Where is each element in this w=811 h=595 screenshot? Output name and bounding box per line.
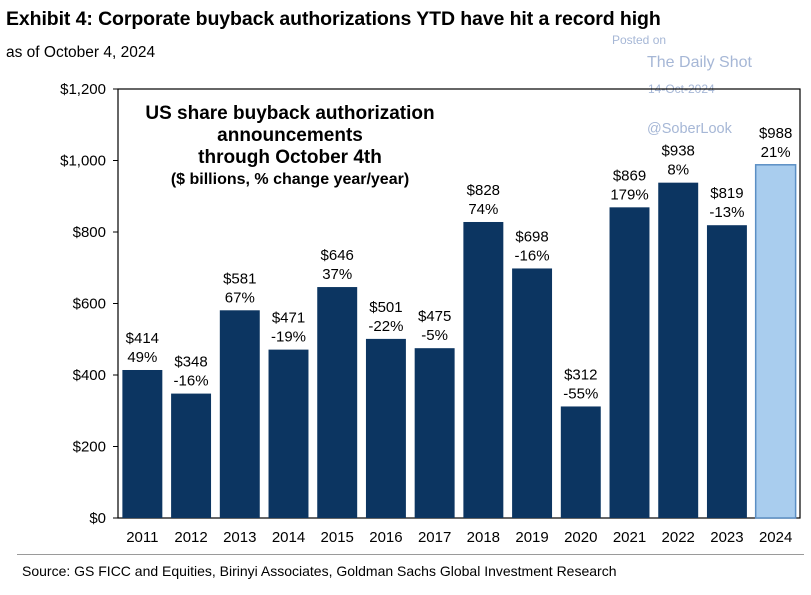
x-tick-label: 2015 — [321, 529, 354, 546]
chart-title-line-2: announcements — [217, 125, 363, 146]
bar-pct-label: -16% — [515, 247, 550, 264]
bar-value-label: $581 — [223, 270, 256, 287]
bar-pct-label: -16% — [174, 373, 209, 390]
bar-pct-label: 49% — [127, 349, 157, 366]
x-tick-label: 2019 — [515, 529, 548, 546]
x-tick-label: 2017 — [418, 529, 451, 546]
bar-value-label: $819 — [710, 185, 743, 202]
x-tick-label: 2011 — [126, 529, 158, 546]
bar — [560, 406, 601, 518]
bar-pct-label: 8% — [667, 162, 689, 179]
y-tick-label: $1,000 — [60, 153, 106, 170]
bar-value-label: $414 — [126, 330, 159, 347]
bar-pct-label: 67% — [225, 289, 255, 306]
bar-pct-label: -55% — [563, 385, 598, 402]
y-tick-label: $400 — [73, 367, 106, 384]
bar-value-label: $869 — [613, 167, 646, 184]
x-tick-label: 2016 — [369, 529, 402, 546]
x-tick-label: 2023 — [710, 529, 743, 546]
x-tick-label: 2012 — [174, 529, 207, 546]
bar-pct-label: -13% — [709, 204, 744, 221]
bar — [609, 207, 650, 518]
bar — [365, 338, 406, 518]
bar-pct-label: 74% — [468, 201, 498, 218]
bar — [414, 348, 455, 518]
chart-units-line: ($ billions, % change year/year) — [170, 171, 410, 188]
x-tick-label: 2013 — [223, 529, 256, 546]
bar-value-label: $938 — [662, 143, 695, 160]
source-note: Source: GS FICC and Equities, Birinyi As… — [22, 563, 617, 579]
bar — [171, 393, 212, 518]
bar — [706, 225, 747, 518]
chart-title-line-3: through October 4th — [198, 147, 382, 168]
bar — [268, 349, 309, 518]
bar-value-label: $471 — [272, 310, 305, 327]
bar — [317, 287, 358, 518]
bar-value-label: $698 — [515, 228, 548, 245]
watermark-handle: @SoberLook — [647, 121, 732, 137]
x-tick-label: 2018 — [467, 529, 500, 546]
bar-value-label: $646 — [321, 247, 354, 264]
y-tick-label: $800 — [73, 224, 106, 241]
bar — [512, 268, 553, 518]
watermark-posted: Posted on — [612, 33, 667, 47]
bar-pct-label: -5% — [421, 327, 448, 344]
chart-title-line-1: US share buyback authorization — [145, 103, 435, 124]
bar-pct-label: 37% — [322, 266, 352, 283]
bar-pct-label: 21% — [761, 144, 791, 161]
watermark-site: The Daily Shot — [647, 54, 752, 71]
bar-value-label: $312 — [564, 366, 597, 383]
bar — [463, 221, 504, 519]
bar — [122, 369, 163, 518]
bar — [219, 310, 260, 518]
y-tick-label: $600 — [73, 296, 106, 313]
page-subtitle: as of October 4, 2024 — [6, 44, 156, 61]
y-tick-label: $1,200 — [60, 81, 106, 98]
bar-value-label: $348 — [174, 354, 207, 371]
bar-value-label: $501 — [369, 299, 402, 316]
bar — [658, 182, 699, 519]
bar-pct-label: 179% — [610, 186, 648, 203]
page-title: Exhibit 4: Corporate buyback authorizati… — [6, 8, 661, 30]
chart-title: US share buyback authorization announcem… — [130, 103, 450, 191]
bar-pct-label: -22% — [368, 318, 403, 335]
y-tick-label: $200 — [73, 439, 106, 456]
x-tick-label: 2024 — [759, 529, 792, 546]
x-tick-label: 2021 — [613, 529, 646, 546]
bar-pct-label: -19% — [271, 329, 306, 346]
bar — [754, 164, 797, 519]
y-tick-label: $0 — [89, 510, 106, 527]
x-tick-label: 2022 — [662, 529, 695, 546]
bar-value-label: $828 — [467, 182, 500, 199]
x-tick-label: 2020 — [564, 529, 597, 546]
footer-divider — [17, 554, 804, 555]
bar-value-label: $475 — [418, 308, 451, 325]
bar-value-label: $988 — [759, 125, 792, 142]
x-tick-label: 2014 — [272, 529, 305, 546]
